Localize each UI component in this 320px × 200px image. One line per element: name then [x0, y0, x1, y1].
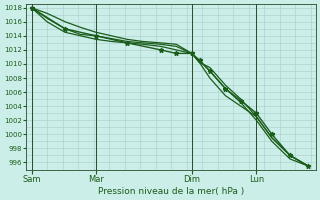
X-axis label: Pression niveau de la mer( hPa ): Pression niveau de la mer( hPa ) [98, 187, 244, 196]
